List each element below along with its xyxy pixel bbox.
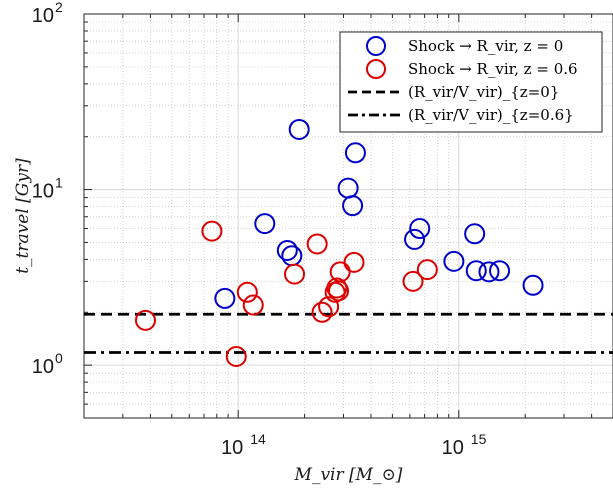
x-tick-label: 10 14 bbox=[221, 431, 266, 459]
y-axis-label: t_travel [Gyr] bbox=[13, 158, 33, 274]
data-point-series-2 bbox=[225, 346, 247, 368]
y-tick-label: 10 1 bbox=[32, 175, 63, 203]
y-tick-label: 10 0 bbox=[32, 350, 63, 378]
x-tick-label-base: 10 bbox=[221, 437, 243, 459]
legend-label: Shock → R_vir, z = 0 bbox=[408, 37, 563, 55]
data-points bbox=[134, 118, 544, 368]
data-point-series-1 bbox=[464, 223, 486, 245]
data-point-series-2 bbox=[326, 277, 348, 299]
legend-marker bbox=[366, 36, 386, 56]
x-tick-label-exponent: 14 bbox=[250, 431, 266, 447]
data-point-series-1 bbox=[342, 195, 364, 217]
plot-frame bbox=[83, 13, 613, 419]
data-point-series-1 bbox=[443, 250, 465, 272]
data-point-series-1 bbox=[478, 261, 500, 283]
data-point-series-2 bbox=[416, 259, 438, 281]
data-point-series-1 bbox=[214, 287, 236, 309]
x-tick-label-base: 10 bbox=[442, 437, 464, 459]
legend: Shock → R_vir, z = 0 Shock → R_vir, z = 0… bbox=[339, 31, 603, 133]
data-point-series-2 bbox=[201, 220, 223, 242]
data-point-series-1 bbox=[344, 142, 366, 164]
legend-label: Shock → R_vir, z = 0.6 bbox=[408, 60, 578, 78]
y-tick-label-exponent: 0 bbox=[55, 350, 63, 366]
x-tick-label-exponent: 15 bbox=[471, 431, 487, 447]
y-tick-label-exponent: 2 bbox=[55, 0, 63, 15]
data-point-series-2 bbox=[318, 296, 340, 318]
legend-label: (R_vir/V_vir)_{z=0.6} bbox=[408, 106, 574, 124]
data-point-series-2 bbox=[311, 301, 333, 323]
data-point-series-1 bbox=[465, 260, 487, 282]
data-point-series-2 bbox=[306, 233, 328, 255]
reference-lines bbox=[84, 312, 613, 354]
data-point-series-1 bbox=[404, 228, 426, 250]
data-point-series-1 bbox=[288, 118, 310, 140]
data-point-series-2 bbox=[236, 281, 258, 303]
data-point-series-2 bbox=[402, 270, 424, 292]
x-axis-label: M_vir [M_⊙] bbox=[294, 465, 403, 485]
axis-ticks bbox=[83, 13, 613, 419]
legend-label: (R_vir/V_vir)_{z=0} bbox=[408, 83, 559, 101]
data-point-series-1 bbox=[522, 274, 544, 296]
data-point-series-2 bbox=[284, 263, 306, 285]
data-point-series-1 bbox=[489, 260, 511, 282]
y-tick-label-base: 10 bbox=[32, 356, 54, 378]
data-point-series-2 bbox=[242, 294, 264, 316]
y-tick-label-exponent: 1 bbox=[55, 175, 63, 191]
data-point-series-1 bbox=[254, 213, 276, 235]
legend-marker bbox=[366, 59, 386, 79]
y-tick-label-base: 10 bbox=[32, 5, 54, 27]
data-point-series-2 bbox=[134, 309, 156, 331]
x-tick-label: 10 15 bbox=[442, 431, 487, 459]
data-point-series-2 bbox=[343, 251, 365, 273]
y-tick-label: 10 2 bbox=[32, 0, 63, 27]
data-point-series-1 bbox=[276, 239, 298, 261]
y-tick-label-base: 10 bbox=[32, 181, 54, 203]
data-point-series-1 bbox=[409, 218, 431, 240]
